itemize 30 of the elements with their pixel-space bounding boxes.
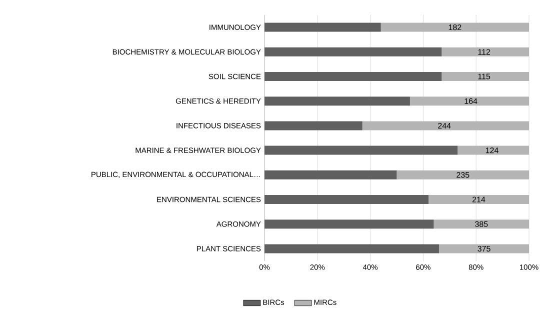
bar <box>264 244 440 254</box>
bar <box>264 47 442 56</box>
annotation: 124 <box>486 148 498 154</box>
annotation: 375 <box>478 246 490 252</box>
annotation: 112 <box>478 49 490 55</box>
annotation: 244 <box>438 122 451 128</box>
annotation: 214 <box>472 196 486 202</box>
bar <box>264 22 381 32</box>
bar <box>362 121 530 130</box>
annotation: 235 <box>456 172 470 178</box>
bar <box>264 72 442 82</box>
bar <box>442 47 530 56</box>
annotation: 385 <box>475 221 488 227</box>
bar <box>396 170 530 180</box>
bar <box>458 146 530 155</box>
bar <box>264 146 458 155</box>
bar <box>434 220 530 229</box>
annotation: 164 <box>464 98 478 104</box>
bar <box>428 195 530 204</box>
bar <box>410 96 530 106</box>
bar <box>264 170 397 180</box>
annotation: 182 <box>448 24 462 30</box>
bar <box>264 121 362 130</box>
bar <box>264 220 434 229</box>
bar <box>264 96 410 106</box>
bar <box>439 244 530 254</box>
annotation: 115 <box>478 74 490 80</box>
bar <box>380 22 530 32</box>
bar <box>442 72 530 82</box>
bar <box>264 195 428 204</box>
